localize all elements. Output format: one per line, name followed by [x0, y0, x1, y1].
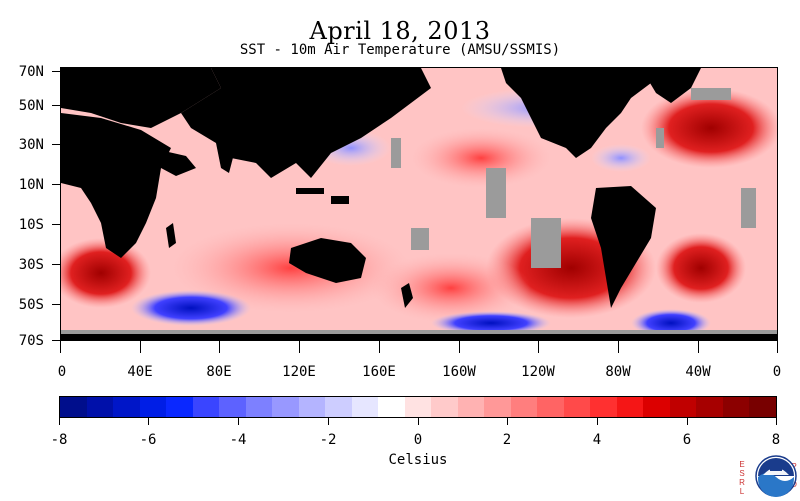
warm-anomaly-south-atlantic-east — [61, 238, 151, 308]
lon-label-120w: 120W — [521, 364, 555, 380]
colorbar-swatch — [484, 397, 511, 417]
colorbar-swatch — [351, 397, 379, 417]
missing-data-areas — [61, 88, 777, 334]
colorbar-swatch — [457, 397, 485, 417]
colorbar-swatch — [139, 397, 167, 417]
lon-label-0-end: 0 — [772, 364, 782, 380]
sst-anomaly-map — [60, 67, 778, 341]
colorbar-unit-label: Celsius — [388, 452, 448, 468]
map-subtitle: SST - 10m Air Temperature (AMSU/SSMIS) — [239, 42, 561, 58]
colorbar-swatch — [431, 397, 458, 417]
colorbar-swatch — [219, 397, 246, 417]
colorbar-tick-neg2: -2 — [319, 432, 337, 448]
lon-label-80e: 80E — [206, 364, 232, 380]
land-masses — [61, 68, 777, 340]
colorbar-swatch — [643, 397, 670, 417]
lon-label-160e: 160E — [362, 364, 396, 380]
colorbar-swatch — [166, 397, 193, 417]
lat-label-70s: 70S — [18, 333, 44, 349]
warm-anomaly-south-atlantic-west — [656, 233, 746, 303]
cold-anomaly-southern-pacific — [431, 311, 551, 335]
colorbar-swatch — [590, 397, 617, 417]
colorbar-swatch — [696, 397, 723, 417]
colorbar-tick-0: 0 — [413, 432, 423, 448]
lat-label-50n: 50N — [18, 98, 44, 114]
lat-label-30s: 30S — [18, 257, 44, 273]
colorbar-swatch — [510, 397, 538, 417]
colorbar-tick-neg8: -8 — [50, 432, 68, 448]
map-title: April 18, 2013 — [309, 17, 491, 45]
map-svg — [61, 68, 777, 340]
lat-label-10n: 10N — [18, 177, 44, 193]
colorbar-tick-neg6: -6 — [139, 432, 157, 448]
cold-anomaly-southern-indian — [131, 290, 251, 326]
colorbar-swatch — [60, 397, 87, 417]
cool-anomaly-east-pacific — [591, 144, 651, 172]
colorbar-swatch — [669, 397, 697, 417]
lon-label-40e: 40E — [127, 364, 153, 380]
colorbar-tick-4: 4 — [592, 432, 602, 448]
warm-anomaly-north-atlantic — [641, 88, 777, 168]
colorbar-tick-6: 6 — [682, 432, 692, 448]
lon-label-0: 0 — [57, 364, 67, 380]
lat-label-70n: 70N — [18, 64, 44, 80]
colorbar-swatch — [272, 397, 299, 417]
colorbar-swatch — [298, 397, 326, 417]
lon-label-160w: 160W — [442, 364, 476, 380]
warm-anomaly-tasman — [371, 253, 531, 323]
lat-label-50s: 50S — [18, 297, 44, 313]
colorbar-swatch — [378, 397, 405, 417]
colorbar-swatch — [749, 397, 776, 417]
colorbar-swatch — [404, 397, 432, 417]
warm-anomaly-north-pacific — [411, 128, 551, 188]
colorbar-swatch — [192, 397, 220, 417]
lon-label-80w: 80W — [605, 364, 631, 380]
colorbar-tick-2: 2 — [502, 432, 512, 448]
colorbar — [59, 396, 777, 418]
colorbar-swatch — [86, 397, 114, 417]
colorbar-swatch — [113, 397, 140, 417]
colorbar-swatch — [537, 397, 564, 417]
lat-label-10s: 10S — [18, 217, 44, 233]
lat-label-30n: 30N — [18, 137, 44, 153]
colorbar-swatch — [325, 397, 352, 417]
colorbar-tick-neg4: -4 — [229, 432, 247, 448]
lon-label-120e: 120E — [282, 364, 316, 380]
noaa-logo — [755, 455, 797, 497]
colorbar-swatch — [616, 397, 644, 417]
lon-label-40w: 40W — [685, 364, 711, 380]
colorbar-tick-8: 8 — [771, 432, 781, 448]
colorbar-swatch — [722, 397, 750, 417]
colorbar-swatch — [563, 397, 591, 417]
colorbar-swatch — [245, 397, 273, 417]
